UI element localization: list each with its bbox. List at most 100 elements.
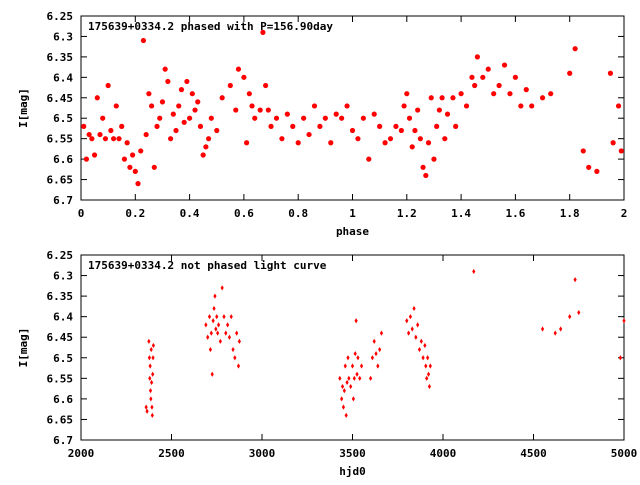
x-tick-label: 1.2 bbox=[397, 207, 417, 220]
chart-title: 175639+0334.2 phased with P=156.90day bbox=[88, 20, 333, 33]
data-point bbox=[425, 375, 429, 381]
data-point bbox=[147, 338, 151, 344]
y-tick-label: 6.35 bbox=[47, 290, 74, 303]
x-tick-label: 0.4 bbox=[180, 207, 200, 220]
plot-frame bbox=[80, 15, 625, 201]
data-point bbox=[472, 268, 476, 275]
data-point bbox=[233, 107, 239, 113]
data-point bbox=[529, 103, 535, 109]
data-point bbox=[236, 363, 241, 369]
data-point bbox=[151, 371, 155, 377]
data-point bbox=[356, 355, 360, 361]
x-tick-label: 2500 bbox=[158, 447, 185, 460]
data-point bbox=[295, 140, 301, 146]
data-point bbox=[149, 379, 154, 386]
data-point bbox=[340, 396, 344, 402]
data-point bbox=[423, 172, 429, 179]
data-point bbox=[377, 123, 383, 129]
y-tick-label: 6.6 bbox=[53, 393, 73, 406]
data-point bbox=[200, 152, 206, 158]
data-point bbox=[553, 330, 557, 336]
data-point bbox=[203, 144, 209, 150]
data-point bbox=[151, 164, 157, 170]
data-point bbox=[450, 95, 456, 101]
x-tick-label: 0 bbox=[78, 207, 85, 220]
data-point bbox=[86, 131, 92, 138]
data-point bbox=[206, 136, 212, 142]
data-point bbox=[252, 115, 258, 121]
x-tick-label: 0.6 bbox=[234, 207, 254, 220]
data-point bbox=[150, 404, 154, 410]
data-point bbox=[339, 115, 345, 121]
y-tick-label: 6.25 bbox=[47, 249, 74, 262]
data-point bbox=[206, 334, 210, 340]
data-point bbox=[353, 351, 357, 357]
y-tick-label: 6.45 bbox=[47, 92, 74, 105]
data-point bbox=[89, 136, 95, 142]
data-point bbox=[398, 127, 404, 134]
y-tick-label: 6.55 bbox=[47, 372, 74, 385]
data-point bbox=[372, 338, 376, 344]
data-point bbox=[170, 111, 176, 117]
data-point bbox=[434, 123, 440, 129]
data-point bbox=[151, 355, 155, 361]
data-point bbox=[273, 115, 280, 121]
x-tick-label: 2000 bbox=[68, 447, 95, 460]
data-point bbox=[343, 363, 347, 369]
data-point bbox=[405, 318, 409, 324]
data-point bbox=[539, 95, 546, 101]
data-point bbox=[311, 103, 318, 109]
x-tick-label: 3000 bbox=[249, 447, 276, 460]
y-tick-label: 6.3 bbox=[53, 30, 73, 43]
data-point bbox=[607, 70, 614, 76]
data-point bbox=[143, 131, 149, 138]
data-point bbox=[412, 127, 418, 134]
data-point bbox=[417, 346, 422, 353]
y-axis-label: I[mag] bbox=[17, 328, 30, 368]
data-point bbox=[415, 107, 421, 113]
data-point bbox=[91, 152, 98, 158]
chart-title: 175639+0334.2 not phased light curve bbox=[88, 259, 327, 272]
x-tick-label: 3500 bbox=[339, 447, 366, 460]
data-point bbox=[420, 164, 426, 170]
y-tick-label: 6.7 bbox=[53, 194, 73, 207]
data-point bbox=[192, 107, 198, 113]
data-point bbox=[100, 115, 106, 121]
data-point bbox=[428, 95, 434, 101]
data-point bbox=[249, 103, 255, 109]
data-point bbox=[382, 140, 388, 146]
data-point bbox=[148, 363, 152, 369]
data-point bbox=[176, 103, 182, 109]
data-point bbox=[154, 123, 160, 129]
data-point bbox=[207, 314, 212, 320]
data-point bbox=[341, 404, 346, 410]
data-point bbox=[284, 111, 290, 117]
data-point bbox=[573, 277, 577, 283]
data-point bbox=[317, 123, 323, 129]
data-point bbox=[416, 322, 420, 328]
data-point bbox=[347, 375, 351, 381]
data-point bbox=[145, 408, 149, 414]
data-point bbox=[618, 148, 624, 154]
data-point bbox=[453, 123, 459, 129]
x-tick-label: 1 bbox=[349, 207, 356, 220]
data-point bbox=[222, 314, 226, 320]
data-point bbox=[458, 91, 464, 97]
data-point bbox=[214, 326, 218, 332]
data-point bbox=[268, 123, 274, 129]
data-point bbox=[480, 74, 486, 80]
data-point bbox=[518, 103, 524, 109]
data-point bbox=[227, 82, 233, 89]
y-tick-label: 6.3 bbox=[53, 270, 73, 283]
phased-light-curve-plot: 6.25 6.3 6.35 6.4 6.45 6.5 6.55 6.6 6.65 6.7 0 0.2 0… bbox=[17, 10, 627, 238]
data-point bbox=[257, 107, 263, 113]
x-axis-label: phase bbox=[336, 225, 369, 238]
data-point bbox=[387, 136, 394, 142]
data-point bbox=[417, 136, 423, 142]
data-point bbox=[263, 82, 269, 89]
data-point bbox=[371, 111, 377, 117]
data-point bbox=[148, 388, 153, 394]
data-point bbox=[211, 318, 215, 324]
